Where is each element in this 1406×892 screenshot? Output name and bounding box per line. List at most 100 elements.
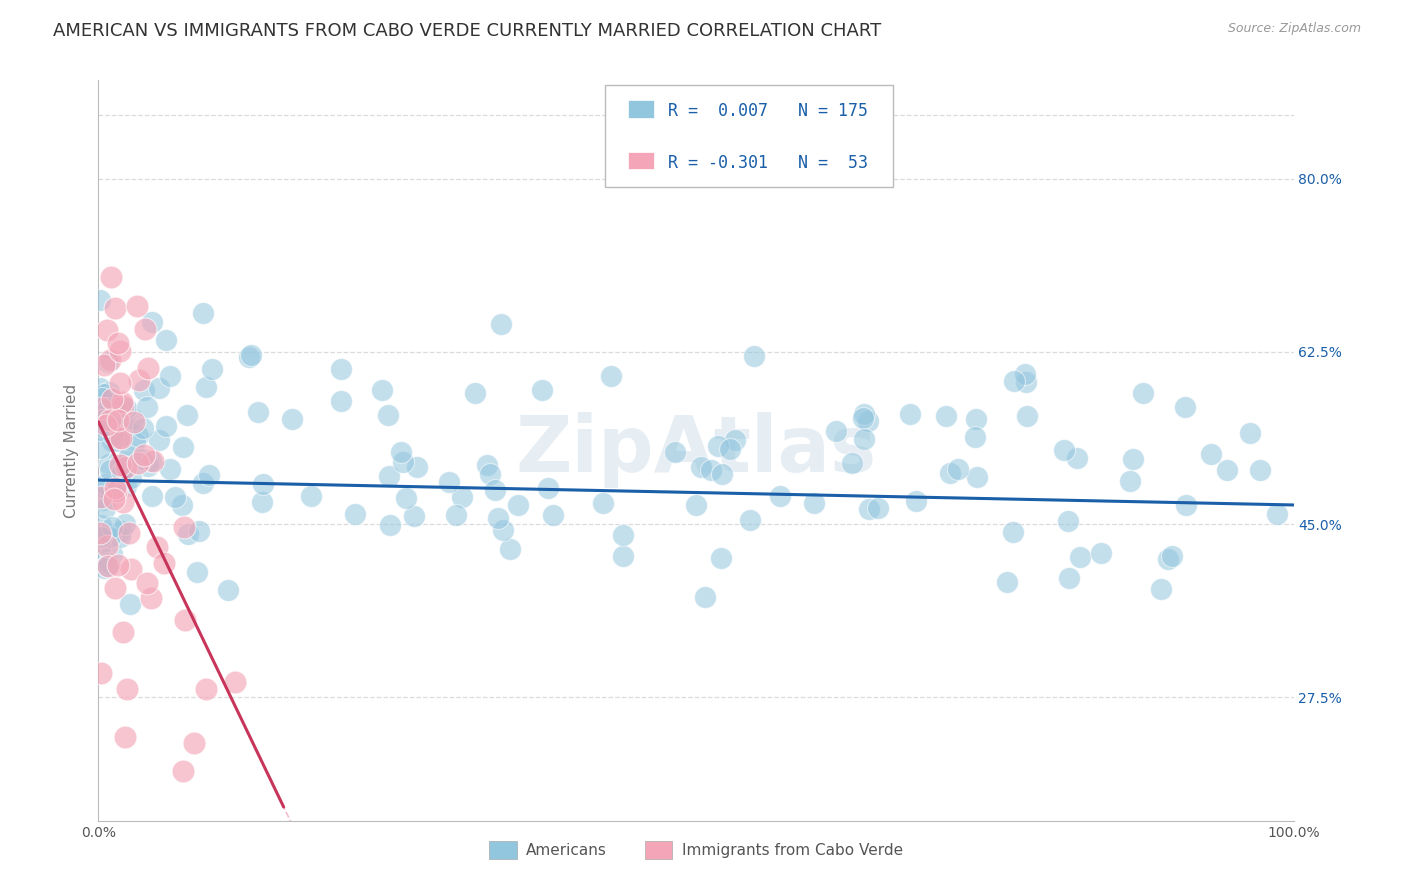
Point — [114, 516, 136, 531]
Point — [1239, 425, 1261, 440]
Point — [377, 409, 399, 423]
Point — [98, 530, 121, 544]
Point — [489, 318, 512, 332]
Point — [856, 415, 879, 429]
Point — [90, 490, 112, 504]
Point — [97, 458, 120, 472]
Y-axis label: Currently Married: Currently Married — [65, 384, 79, 517]
Point — [141, 489, 163, 503]
Point — [101, 428, 124, 442]
Point — [104, 483, 127, 498]
Point — [98, 557, 121, 571]
Point — [499, 542, 522, 557]
Point — [107, 413, 129, 427]
Point — [111, 395, 134, 409]
Point — [1090, 546, 1112, 560]
Point — [97, 391, 120, 405]
Point — [853, 432, 876, 446]
Point — [97, 401, 120, 415]
Point — [135, 575, 157, 590]
Point — [853, 407, 876, 421]
Point — [112, 625, 135, 640]
Point — [247, 405, 270, 419]
Point — [176, 408, 198, 422]
Point — [1265, 507, 1288, 521]
Point — [89, 525, 111, 540]
Point — [118, 449, 141, 463]
Point — [486, 511, 509, 525]
Point — [89, 423, 111, 437]
Point — [94, 421, 117, 435]
Point — [98, 385, 121, 400]
Point — [101, 434, 124, 449]
Point — [965, 411, 987, 425]
Text: Source: ZipAtlas.com: Source: ZipAtlas.com — [1227, 22, 1361, 36]
Point — [238, 350, 260, 364]
Point — [329, 362, 352, 376]
Point — [93, 493, 115, 508]
Point — [437, 475, 460, 489]
Point — [172, 498, 194, 512]
Point — [114, 401, 136, 416]
Point — [537, 481, 560, 495]
Point — [110, 406, 132, 420]
Point — [966, 470, 988, 484]
Point — [142, 454, 165, 468]
Point — [406, 460, 429, 475]
Point — [89, 381, 111, 395]
Point — [159, 462, 181, 476]
Point — [139, 591, 162, 605]
Point — [389, 445, 412, 459]
Point — [108, 344, 131, 359]
Point — [131, 451, 153, 466]
Point — [124, 415, 146, 429]
Point — [115, 682, 138, 697]
Point — [101, 392, 124, 407]
Point — [707, 440, 730, 454]
Point — [89, 293, 111, 307]
Point — [115, 459, 138, 474]
Point — [93, 561, 115, 575]
Point — [700, 463, 723, 477]
Point — [252, 476, 274, 491]
Point — [198, 467, 221, 482]
Point — [134, 384, 156, 398]
Point — [115, 454, 138, 468]
Point — [100, 269, 122, 284]
Point — [124, 434, 146, 449]
Point — [1057, 571, 1080, 585]
Point — [90, 401, 112, 415]
Point — [105, 401, 128, 416]
Point — [172, 764, 194, 779]
Point — [188, 524, 211, 538]
Point — [444, 508, 467, 522]
Point — [110, 431, 132, 445]
Point — [841, 456, 863, 470]
Point — [852, 411, 875, 425]
Point — [1160, 549, 1182, 564]
Point — [91, 414, 114, 428]
Point — [115, 419, 138, 434]
Point — [1249, 463, 1271, 477]
Point — [664, 445, 686, 459]
Point — [98, 352, 121, 367]
Point — [723, 433, 745, 447]
Point — [146, 540, 169, 554]
Point — [380, 517, 402, 532]
Point — [108, 458, 131, 473]
Point — [90, 518, 112, 533]
Point — [769, 489, 792, 503]
Point — [1052, 443, 1074, 458]
Point — [107, 336, 129, 351]
Point — [191, 476, 214, 491]
Point — [935, 409, 957, 424]
Point — [183, 735, 205, 749]
Point — [1157, 552, 1180, 566]
Point — [163, 491, 186, 505]
Text: R =  0.007   N = 175: R = 0.007 N = 175 — [668, 103, 868, 120]
Point — [600, 368, 623, 383]
Point — [1014, 376, 1036, 390]
Point — [94, 482, 117, 496]
Point — [612, 528, 634, 542]
Point — [450, 490, 472, 504]
